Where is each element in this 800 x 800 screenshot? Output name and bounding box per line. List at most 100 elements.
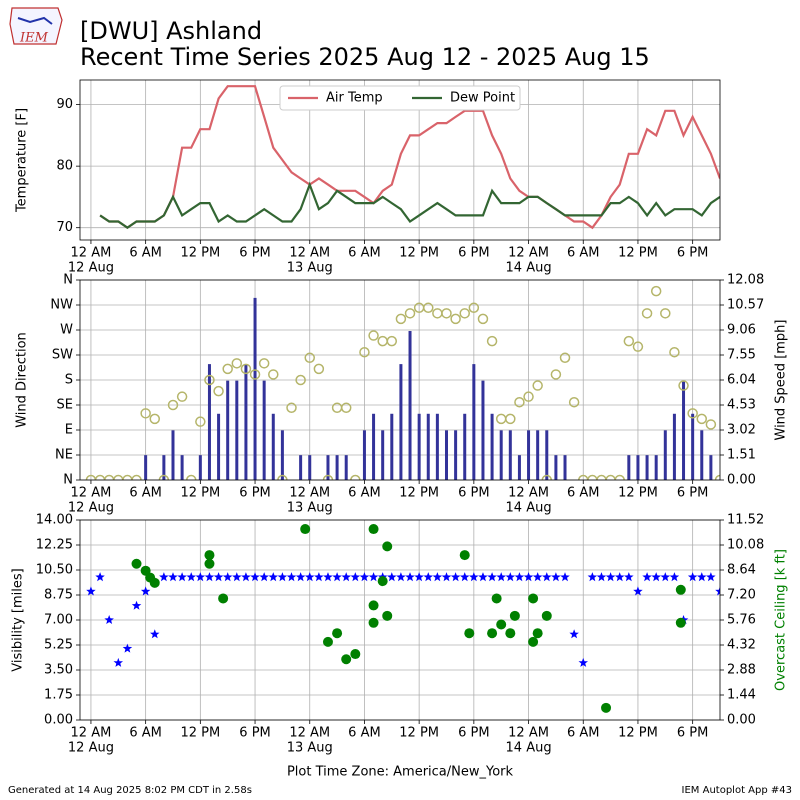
star-point: [232, 572, 242, 582]
dot-point: [382, 610, 393, 621]
star-point: [496, 572, 506, 582]
speed-bar: [454, 430, 458, 480]
y-tick-label: 0.00: [44, 713, 73, 728]
ring-point: [404, 308, 416, 319]
y2-tick-label: 7.55: [727, 348, 756, 363]
ring-point: [486, 335, 498, 347]
star-point: [514, 572, 525, 582]
y-tick-label: 14.00: [36, 513, 73, 528]
x-tick-label: 12 AM: [508, 726, 549, 741]
speed-bar: [517, 455, 521, 480]
dot-point: [509, 610, 520, 621]
ring-point: [350, 474, 361, 480]
y2-tick-label: 1.44: [727, 688, 756, 703]
star-point: [478, 572, 488, 582]
y-tick-label: 90: [56, 97, 73, 112]
star-point: [505, 572, 516, 582]
ring-point: [432, 308, 443, 319]
star-point: [159, 572, 169, 582]
ring-point: [103, 474, 115, 480]
x-day-label: 13 Aug: [287, 741, 333, 756]
speed-bar: [691, 413, 695, 480]
star-point: [441, 572, 452, 582]
ring-point: [614, 474, 625, 480]
ring-point: [605, 474, 616, 480]
ring-point: [587, 474, 598, 480]
speed-bar: [435, 413, 439, 480]
speed-bar: [299, 455, 303, 480]
star-point: [660, 572, 671, 582]
y2-tick-label: 11.52: [727, 513, 764, 528]
dot-point: [382, 541, 393, 552]
x-tick-label: 6 AM: [348, 246, 381, 261]
ring-point: [687, 408, 698, 419]
ring-point: [532, 380, 543, 391]
star-point: [140, 586, 151, 596]
x-tick-label: 12 PM: [180, 486, 220, 501]
speed-bar: [226, 380, 230, 480]
y-axis-label: Visibility [miles]: [11, 568, 26, 671]
y2-tick-label: 0.00: [727, 473, 756, 488]
ring-point: [514, 396, 525, 408]
star-point: [587, 572, 598, 582]
star-point: [241, 572, 251, 582]
speed-bar: [663, 430, 667, 480]
ring-point: [85, 474, 97, 480]
speed-bar: [162, 455, 166, 480]
x-tick-label: 6 PM: [239, 486, 270, 501]
ring-point: [113, 474, 124, 480]
ring-point: [459, 308, 470, 319]
speed-bar: [381, 430, 385, 480]
x-tick-label: 6 PM: [677, 246, 708, 261]
ring-point: [249, 369, 261, 380]
subtitle: Recent Time Series 2025 Aug 12 - 2025 Au…: [80, 43, 650, 71]
ring-point: [204, 374, 215, 386]
star-point: [350, 572, 361, 582]
x-tick-label: 6 AM: [567, 246, 600, 261]
ring-point: [322, 474, 334, 480]
logo-lines: [17, 16, 53, 25]
speed-bar: [390, 413, 394, 480]
star-point: [359, 572, 370, 582]
chart-1: 12 AM 6 AM 12 PM 6 PM 12 AM 6 AM 12 PM 6 PM 12 A…: [15, 273, 789, 516]
dot-point: [496, 619, 507, 630]
title: [DWU] Ashland: [80, 17, 262, 45]
x-tick-label: 6 PM: [458, 486, 489, 501]
star-point: [195, 572, 206, 582]
ring-point: [660, 308, 671, 319]
ring-point: [258, 358, 270, 369]
dot-point: [675, 617, 686, 628]
x-tick-label: 6 PM: [458, 726, 489, 741]
legend-label: Dew Point: [450, 91, 515, 106]
star-point: [113, 657, 123, 667]
star-point: [323, 572, 333, 582]
speed-bar: [508, 430, 512, 480]
star-point: [387, 572, 397, 582]
star-point: [286, 572, 297, 582]
x-tick-label: 6 PM: [677, 726, 708, 741]
x-tick-label: 6 PM: [239, 726, 270, 741]
x-day-label: 12 Aug: [68, 741, 114, 756]
logo-shape: [9, 7, 63, 45]
y2-tick-label: 8.64: [727, 563, 756, 578]
x-tick-label: 12 PM: [399, 486, 439, 501]
speed-bar: [682, 380, 686, 480]
x-tick-label: 6 PM: [239, 246, 270, 261]
speed-bar: [217, 413, 221, 480]
dot-point: [459, 550, 470, 561]
star-point: [669, 572, 680, 582]
star-point: [532, 572, 543, 582]
x-tick-label: 12 PM: [399, 246, 439, 261]
ring-point: [523, 391, 534, 402]
star-point: [460, 572, 470, 582]
x-tick-label: 6 AM: [348, 486, 381, 501]
star-point: [697, 572, 707, 582]
dot-point: [300, 524, 311, 535]
ring-point: [641, 308, 653, 319]
star-point: [186, 572, 196, 582]
dot-point: [491, 593, 502, 604]
y-tick-label: SW: [52, 348, 73, 363]
y2-tick-label: 9.06: [727, 323, 756, 338]
ring-point: [650, 285, 662, 297]
y-axis-label: Wind Direction: [15, 332, 30, 428]
